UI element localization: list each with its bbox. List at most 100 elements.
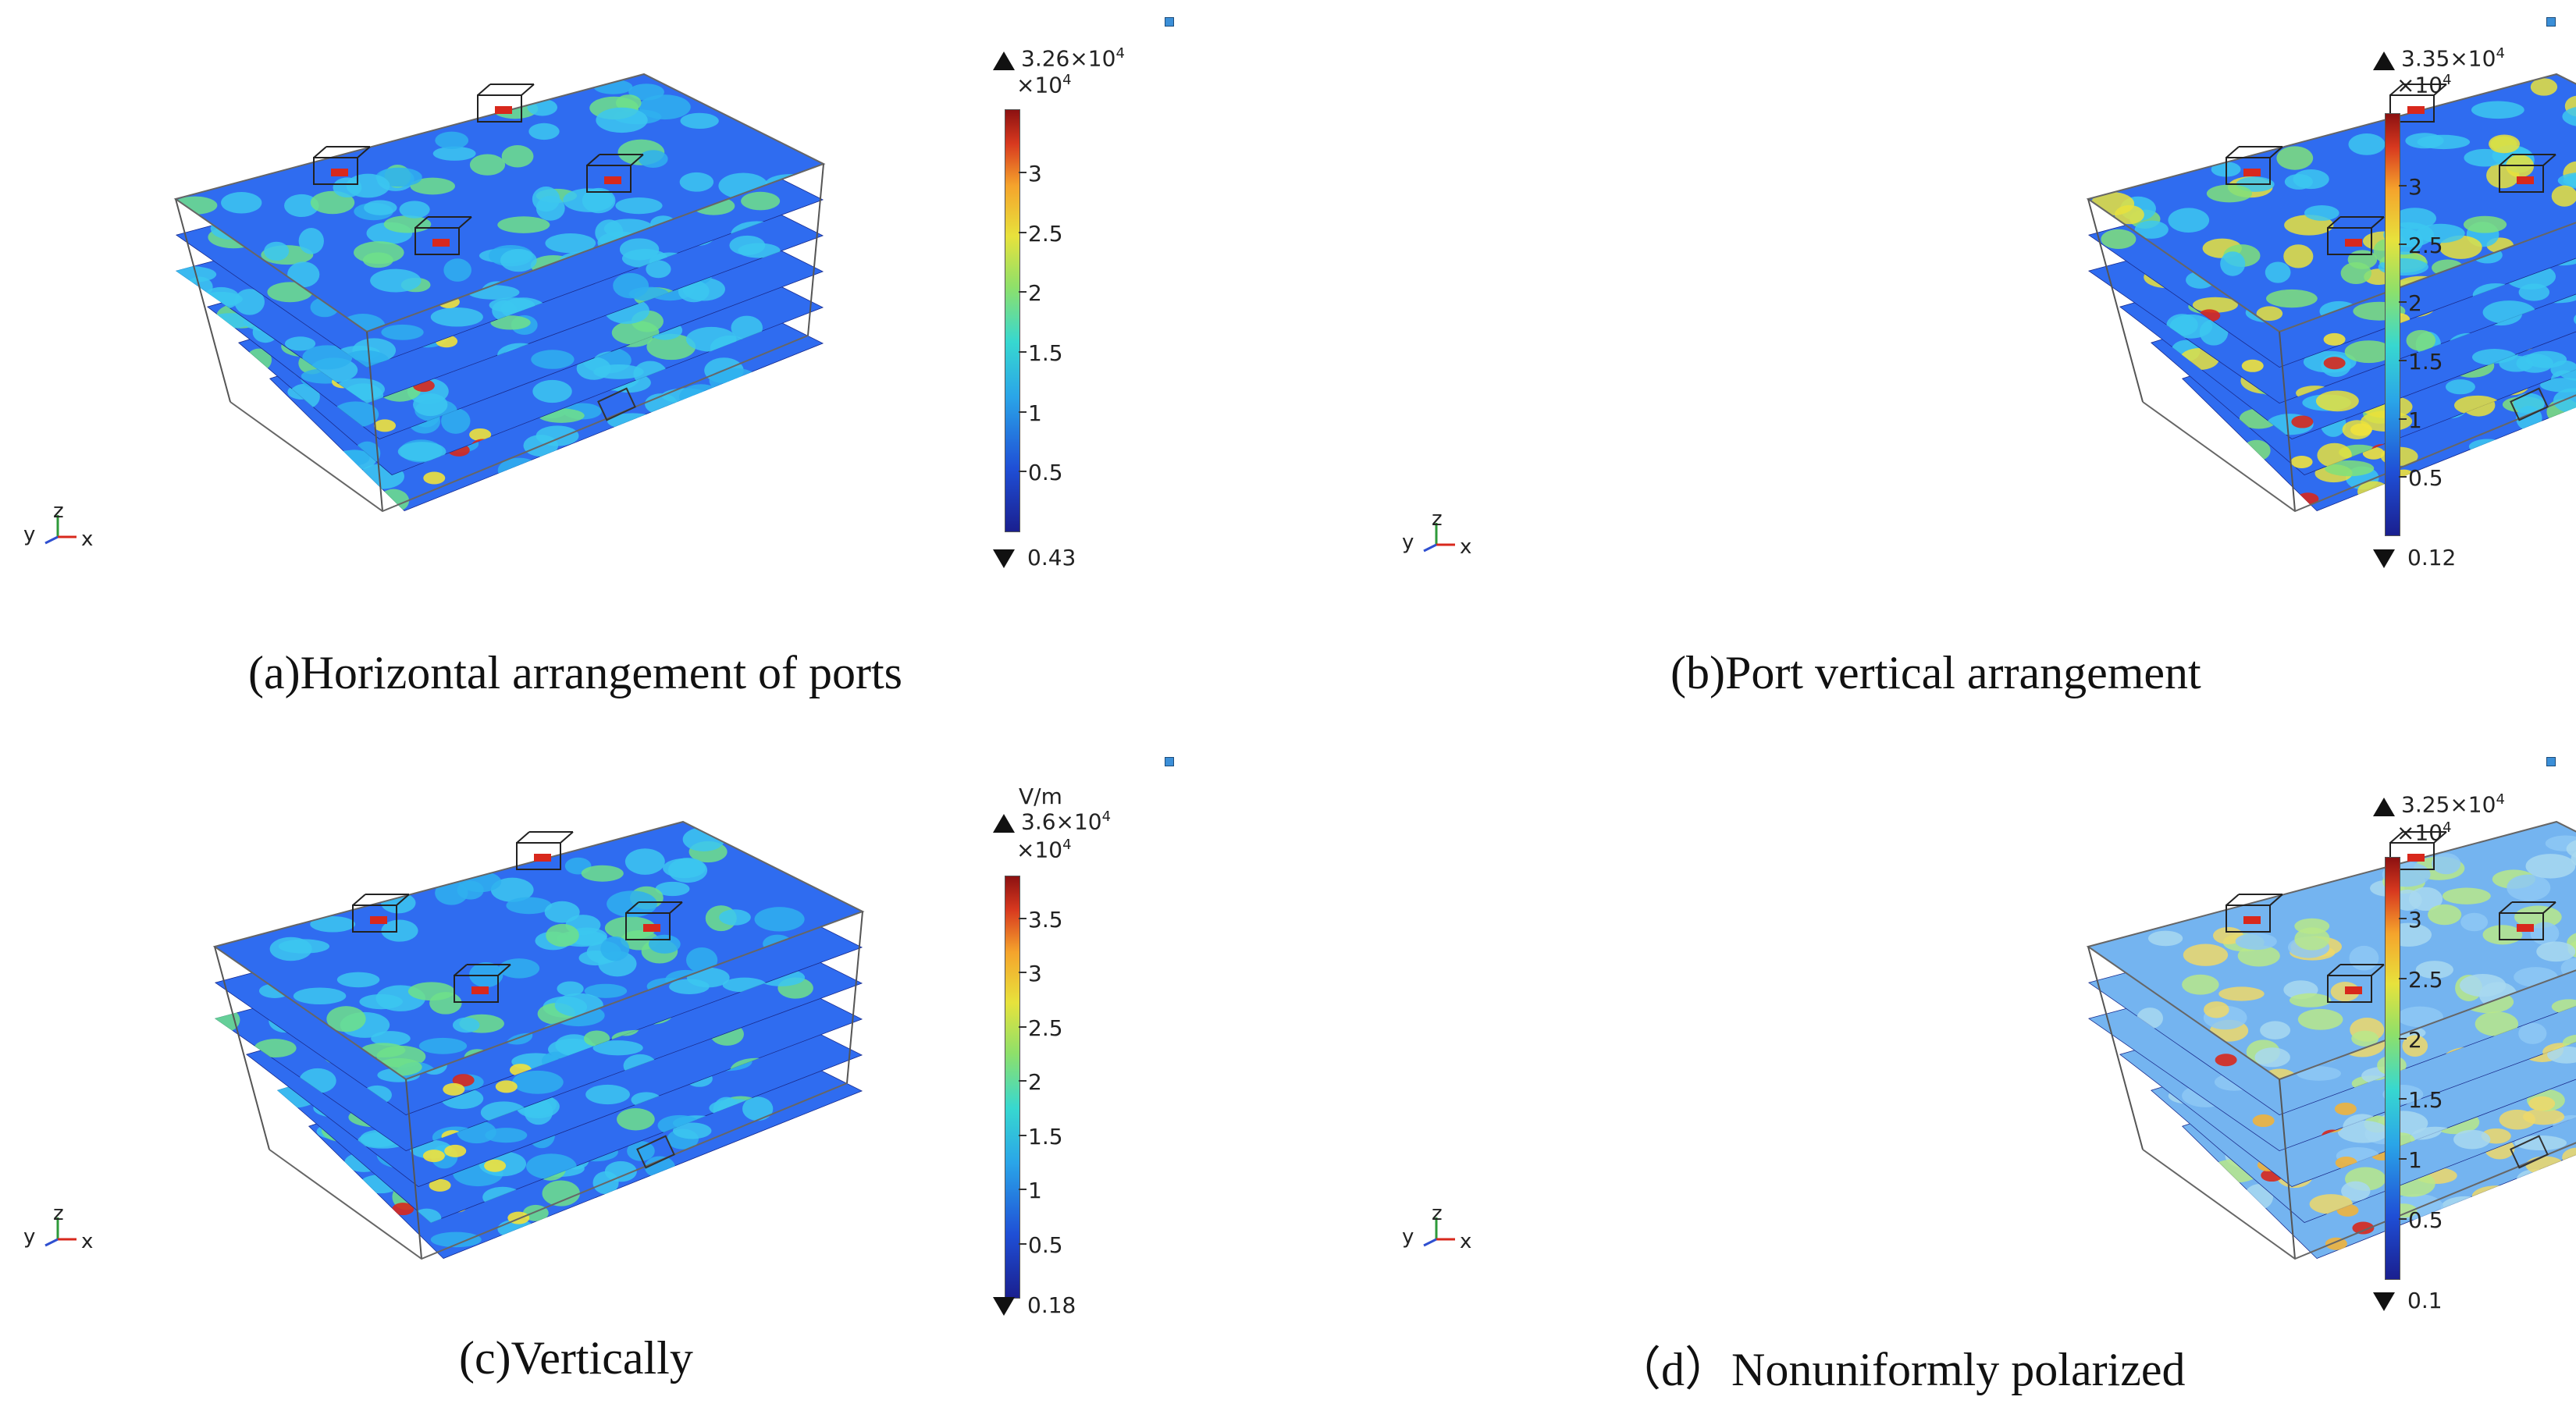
axis-label-z: z (1432, 507, 1443, 531)
field-blob (490, 877, 534, 902)
panel-d: 3.25×104 ×104 0.1 （d）Nonuniformly polari… (1288, 709, 2576, 1417)
hotspot (429, 1178, 451, 1192)
port-hotspot (2243, 916, 2261, 924)
field-blob (333, 177, 362, 198)
field-plot-a (173, 73, 826, 513)
colorbar-tick-label: 1.5 (2408, 349, 2443, 375)
field-blob (418, 1037, 468, 1054)
field-blob (410, 177, 455, 195)
field-blob (284, 194, 319, 218)
field-blob (2522, 1108, 2565, 1125)
field-blob (2344, 340, 2393, 364)
colorbar-min: 0.43 (1027, 545, 1076, 570)
field-blob (2525, 350, 2567, 368)
colorbar-tick (1019, 231, 1026, 233)
colorbar-max: 3.25×104 (2401, 791, 2505, 818)
field-blob (2260, 1021, 2291, 1040)
hotspot (2215, 1054, 2237, 1067)
field-blob (583, 1030, 610, 1047)
port-box (2226, 894, 2283, 933)
field-blob (264, 241, 290, 261)
colorbar-tick (2399, 476, 2407, 478)
colorbar-multiplier: ×104 (1016, 72, 1072, 98)
port-box (415, 216, 472, 255)
field-blob (627, 1141, 655, 1161)
field-blob (432, 146, 476, 161)
domain-edge (229, 335, 809, 513)
port-box (2499, 154, 2556, 193)
field-blob (2405, 133, 2444, 149)
field-blob (2563, 173, 2576, 188)
field-blob (298, 228, 324, 254)
min-marker-icon (993, 1297, 1015, 1316)
field-blob (2475, 1011, 2519, 1036)
colorbar (2385, 113, 2400, 536)
window-restore-icon[interactable] (1165, 17, 1174, 27)
window-restore-icon[interactable] (2546, 17, 2556, 27)
colorbar-tick (1019, 972, 1026, 974)
max-marker-icon (2373, 798, 2395, 816)
hotspot (2290, 455, 2313, 468)
port-box (2327, 216, 2385, 255)
field-blob (528, 123, 560, 140)
hotspot (392, 1203, 415, 1216)
field-blob (2297, 1066, 2341, 1081)
field-blob (435, 880, 468, 905)
domain-edge (405, 1079, 422, 1260)
window-restore-icon[interactable] (1165, 757, 1174, 766)
field-blob (2445, 379, 2475, 395)
port-hotspot (331, 169, 348, 176)
field-blob (381, 324, 424, 340)
field-blob (2114, 204, 2144, 225)
colorbar-tick (2399, 918, 2407, 920)
hotspot (422, 1150, 445, 1163)
field-blob (2283, 244, 2314, 268)
field-blob (2101, 229, 2137, 249)
port-box (2327, 964, 2385, 1003)
colorbar-tick-label: 1 (1028, 1178, 1042, 1204)
field-blob (2276, 146, 2314, 170)
field-blob (719, 909, 751, 926)
colorbar-min: 0.1 (2407, 1288, 2443, 1313)
domain-edge (269, 1082, 848, 1260)
colorbar-tick (1019, 1242, 1026, 1245)
field-blob (364, 200, 397, 215)
field-blob (501, 145, 534, 168)
domain-edge (214, 946, 270, 1150)
field-blob (2517, 1169, 2555, 1189)
field-blob (685, 947, 718, 973)
domain-edge (807, 163, 824, 336)
domain-edge (2142, 394, 2576, 513)
field-blob (644, 1156, 675, 1178)
port-hotspot (2407, 106, 2425, 114)
colorbar-tick-label: 2 (2408, 290, 2422, 317)
axis-label-y: y (23, 523, 36, 546)
field-blob (709, 368, 760, 394)
field-blob (2415, 961, 2453, 979)
field-blob (585, 1084, 630, 1105)
field-blob (2536, 941, 2576, 962)
field-blob (741, 191, 781, 211)
field-blob (672, 1122, 712, 1139)
field-blob (359, 993, 403, 1010)
colorbar-tick-label: 0.5 (1028, 1231, 1063, 1258)
field-blob (2489, 134, 2521, 154)
colorbar-max: 3.6×104 (1021, 809, 1112, 835)
field-blob (679, 172, 714, 192)
domain-outline (2086, 820, 2576, 1081)
field-blob (497, 216, 550, 233)
field-blob (2428, 904, 2462, 926)
caption-d: （d）Nonuniformly polarized (1614, 1344, 2186, 1395)
field-blob (2351, 1030, 2379, 1047)
field-blob (2220, 251, 2246, 276)
field-blob (336, 972, 380, 988)
colorbar-multiplier: ×104 (2396, 72, 2452, 98)
field-blob (429, 992, 462, 1015)
port-hotspot (643, 924, 660, 932)
window-restore-icon[interactable] (2546, 757, 2556, 766)
domain-edge (366, 331, 383, 512)
colorbar-tick (2399, 1098, 2407, 1100)
colorbar-tick (2399, 1038, 2407, 1040)
